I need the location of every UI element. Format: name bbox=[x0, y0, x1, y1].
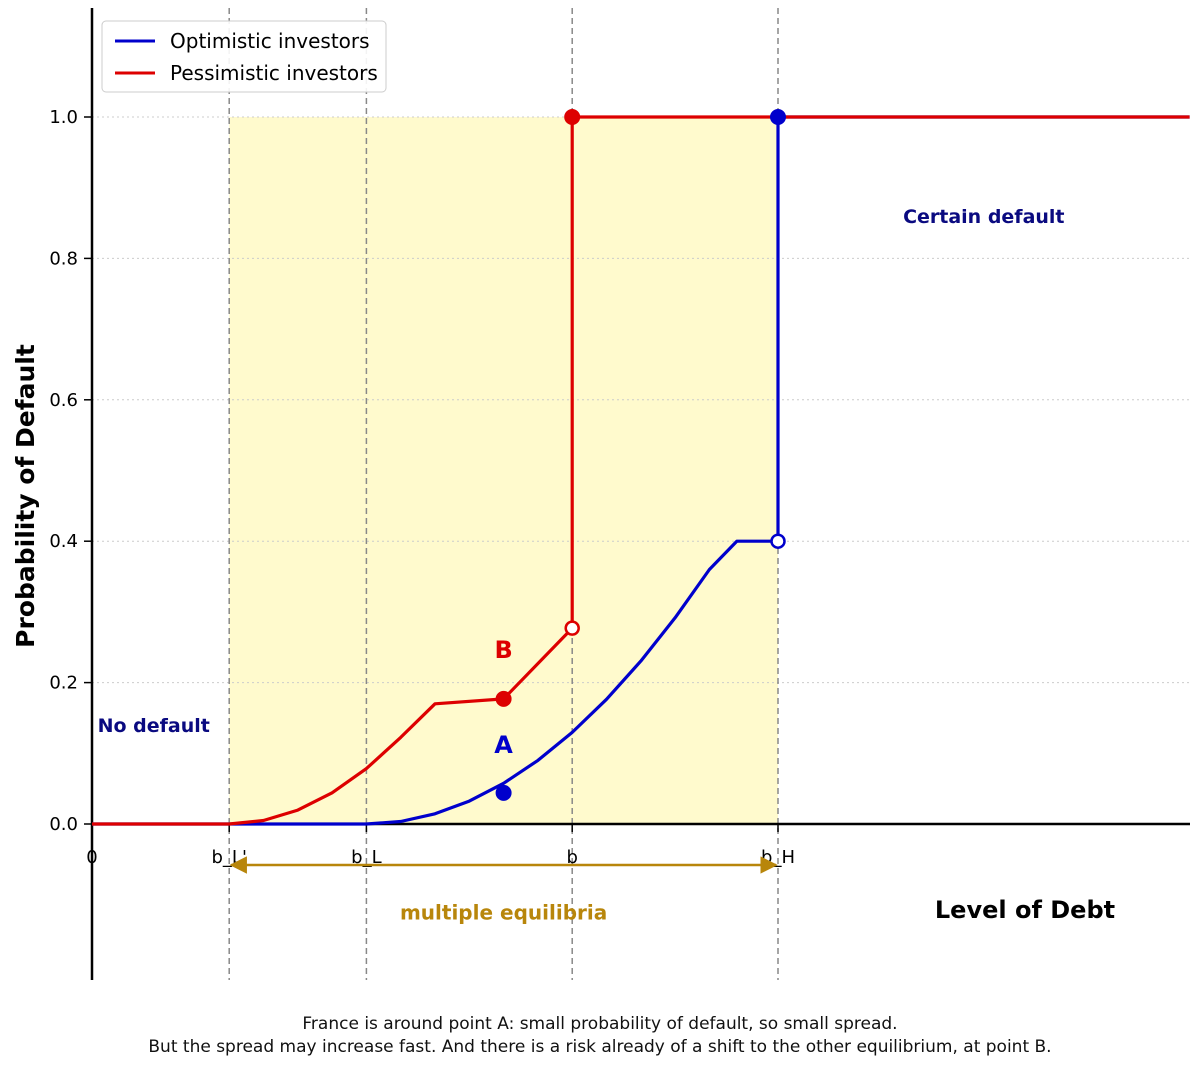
series-markers bbox=[495, 109, 786, 801]
multiple-equilibria-shaded-region bbox=[229, 117, 778, 824]
point-label-a: A bbox=[494, 731, 513, 759]
y-tick-label: 0.4 bbox=[49, 531, 78, 552]
point-label-b: B bbox=[494, 636, 512, 664]
caption-line-1: France is around point A: small probabil… bbox=[302, 1014, 898, 1034]
legend-box bbox=[101, 20, 387, 93]
y-tick-label: 1.0 bbox=[49, 107, 78, 128]
filled-point bbox=[495, 690, 512, 707]
x-tick-label: 0 bbox=[86, 847, 97, 868]
x-ticks: 0 b_L' b_L b b_H bbox=[86, 824, 795, 868]
filled-point bbox=[770, 109, 786, 125]
legend-label-pessimistic: Pessimistic investors bbox=[170, 61, 378, 85]
y-ticks: 0.0 0.2 0.4 0.6 0.8 1.0 bbox=[49, 107, 92, 835]
y-tick-label: 0.8 bbox=[49, 248, 78, 269]
series-lines bbox=[92, 115, 1190, 826]
legend: Optimistic investors Pessimistic investo… bbox=[101, 20, 387, 93]
certain-default-label: Certain default bbox=[903, 206, 1064, 228]
series-line-pessimistic bbox=[92, 115, 1190, 826]
series-line-optimistic bbox=[92, 115, 1190, 826]
open-point bbox=[564, 620, 580, 636]
filled-point bbox=[495, 784, 512, 801]
x-axis-label: Level of Debt bbox=[935, 896, 1115, 924]
multiple-equilibria-label: multiple equilibria bbox=[400, 900, 607, 924]
y-tick-label: 0.0 bbox=[49, 814, 78, 835]
y-axis-label: Probability of Default bbox=[11, 344, 40, 648]
open-point bbox=[770, 533, 786, 549]
y-tick-label: 0.2 bbox=[49, 673, 78, 694]
filled-point bbox=[564, 109, 581, 125]
no-default-label: No default bbox=[98, 715, 210, 737]
y-tick-label: 0.6 bbox=[49, 390, 78, 411]
legend-label-optimistic: Optimistic investors bbox=[170, 29, 370, 53]
caption: France is around point A: small probabil… bbox=[0, 1013, 1200, 1059]
caption-line-2: But the spread may increase fast. And th… bbox=[148, 1037, 1052, 1057]
